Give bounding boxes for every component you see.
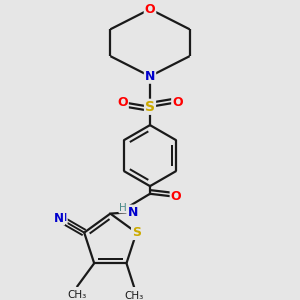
Text: H: H [119,202,127,212]
Text: N: N [58,213,67,223]
Text: N: N [145,70,155,83]
Text: S: S [145,100,155,114]
Text: CH₃: CH₃ [124,291,144,300]
Text: O: O [171,190,181,203]
Text: N: N [128,206,138,219]
Text: O: O [172,96,183,109]
Text: O: O [145,3,155,16]
Text: O: O [117,96,128,109]
Text: CH₃: CH₃ [68,290,87,300]
Text: N: N [54,212,64,225]
Text: S: S [132,226,141,239]
Text: C: C [57,213,64,223]
